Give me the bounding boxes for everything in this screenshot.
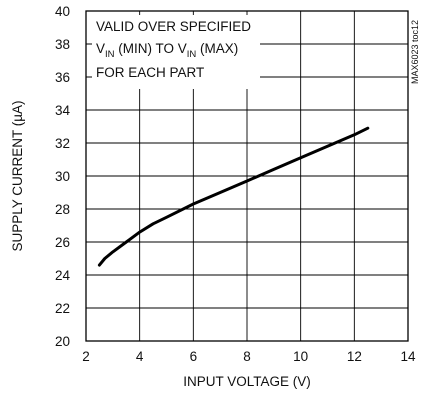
plot-frame xyxy=(85,10,409,342)
x-tick-label: 10 xyxy=(293,349,308,364)
y-tick-label: 24 xyxy=(55,268,71,283)
supply-current-curve xyxy=(97,126,370,267)
y-tick-label: 30 xyxy=(55,169,70,184)
annotation-line-1: VALID OVER SPECIFIED xyxy=(96,19,251,34)
y-tick-labels: 20 22 24 26 28 30 32 34 36 38 40 xyxy=(55,4,71,349)
y-tick-label: 32 xyxy=(55,136,70,151)
y-tick-label: 22 xyxy=(55,301,70,316)
y-tick-label: 20 xyxy=(55,334,70,349)
y-axis-label: SUPPLY CURRENT (µA) xyxy=(10,100,25,251)
x-tick-label: 2 xyxy=(82,349,90,364)
x-tick-label: 8 xyxy=(243,349,251,364)
y-tick-label: 28 xyxy=(55,202,70,217)
x-tick-label: 12 xyxy=(347,349,362,364)
x-axis-label: INPUT VOLTAGE (V) xyxy=(183,374,311,389)
y-tick-label: 38 xyxy=(55,37,70,52)
annotation-line-3: FOR EACH PART xyxy=(96,65,204,80)
y-tick-label: 36 xyxy=(55,70,70,85)
x-tick-label: 6 xyxy=(190,349,198,364)
y-tick-label: 26 xyxy=(55,235,70,250)
annotation-box-background xyxy=(92,15,260,89)
x-tick-label: 14 xyxy=(400,349,416,364)
x-tick-label: 4 xyxy=(136,349,144,364)
part-code-label: MAX6023 toc12 xyxy=(410,20,420,84)
x-tick-labels: 2 4 6 8 10 12 14 xyxy=(82,349,416,364)
y-tick-label: 40 xyxy=(55,4,70,19)
annotation-line-2: VIN (MIN) TO VIN (MAX) xyxy=(96,41,238,60)
y-tick-label: 34 xyxy=(55,103,71,118)
